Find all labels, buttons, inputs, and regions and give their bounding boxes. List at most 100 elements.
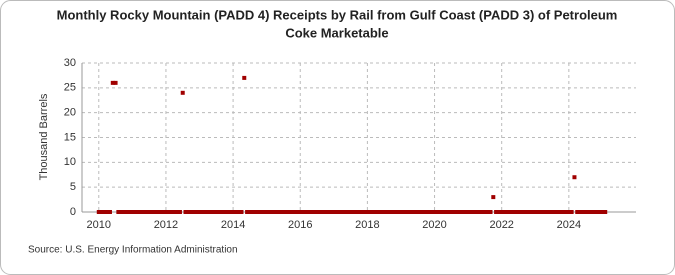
data-point [281,210,286,214]
data-point [502,210,507,214]
x-tick-label: 2018 [355,219,379,231]
data-point [217,210,222,214]
data-point [197,210,202,214]
data-point [524,210,529,214]
data-point [323,210,328,214]
y-tick-label: 5 [70,181,76,193]
data-point [102,210,107,214]
data-point [315,210,320,214]
data-point [580,210,585,214]
data-point [494,210,499,214]
data-point [435,210,440,214]
data-point [480,210,485,214]
data-point [211,210,216,214]
y-tick-label: 20 [64,107,76,119]
data-point [326,210,331,214]
data-point [116,210,121,214]
data-point [382,210,387,214]
data-point [488,210,493,214]
data-point [194,210,199,214]
data-point [301,210,306,214]
data-point [583,210,588,214]
data-point [538,210,543,214]
y-axis-label: Thousand Barrels [38,93,50,180]
data-point [438,210,443,214]
data-point [303,210,308,214]
data-point [362,210,367,214]
data-point [482,210,487,214]
data-point [253,210,258,214]
data-point [214,210,219,214]
data-point [384,210,389,214]
data-point [522,210,527,214]
data-point [259,210,264,214]
data-point [337,210,342,214]
data-point [519,210,524,214]
data-point [452,210,457,214]
data-point [340,210,345,214]
data-point [541,210,546,214]
data-point [440,210,445,214]
data-point [172,210,177,214]
data-point [152,210,157,214]
data-point [499,210,504,214]
data-point [264,210,269,214]
data-point [306,210,311,214]
data-point [163,210,168,214]
y-tick-label: 25 [64,82,76,94]
data-point [180,90,185,95]
data-point [564,210,569,214]
x-tick-label: 2022 [489,219,513,231]
data-point [200,210,205,214]
data-point [312,210,317,214]
data-point [432,210,437,214]
data-point [183,210,188,214]
data-point [334,210,339,214]
data-point [284,210,289,214]
data-point [496,210,501,214]
data-point [589,210,594,214]
data-point [379,210,384,214]
data-point [158,210,163,214]
data-point [222,210,227,214]
x-tick-label: 2020 [422,219,446,231]
data-point [275,210,280,214]
data-point [555,210,560,214]
data-point [357,210,361,214]
data-point [205,210,210,214]
data-point [558,210,563,214]
data-point [191,210,196,214]
data-point [107,210,112,214]
data-point [287,210,292,214]
data-point [398,210,403,214]
data-point [121,210,126,214]
data-point [404,210,409,214]
data-point [329,210,334,214]
data-point [359,210,364,214]
data-point [138,210,143,214]
y-tick-label: 30 [64,57,76,69]
source: Source: U.S. Energy Information Administ… [28,245,238,256]
data-point [466,210,471,214]
data-point [566,210,571,214]
data-point [536,210,541,214]
data-point [331,210,336,214]
data-point [228,210,233,214]
data-point [219,210,224,214]
data-point [454,210,459,214]
data-point [233,210,238,214]
data-point [578,210,583,214]
data-point [513,210,518,214]
data-point [113,80,118,85]
data-point [424,210,429,214]
x-tick-label: 2016 [288,219,312,231]
data-point [527,210,532,214]
data-point [390,210,395,214]
data-point [127,210,132,214]
data-point [110,80,115,85]
data-point [421,210,426,214]
chart-title: Coke Marketable [285,25,388,40]
data-point [345,210,350,214]
chart-title: Monthly Rocky Mountain (PADD 4) Receipts… [57,7,618,22]
data-point [600,210,605,214]
